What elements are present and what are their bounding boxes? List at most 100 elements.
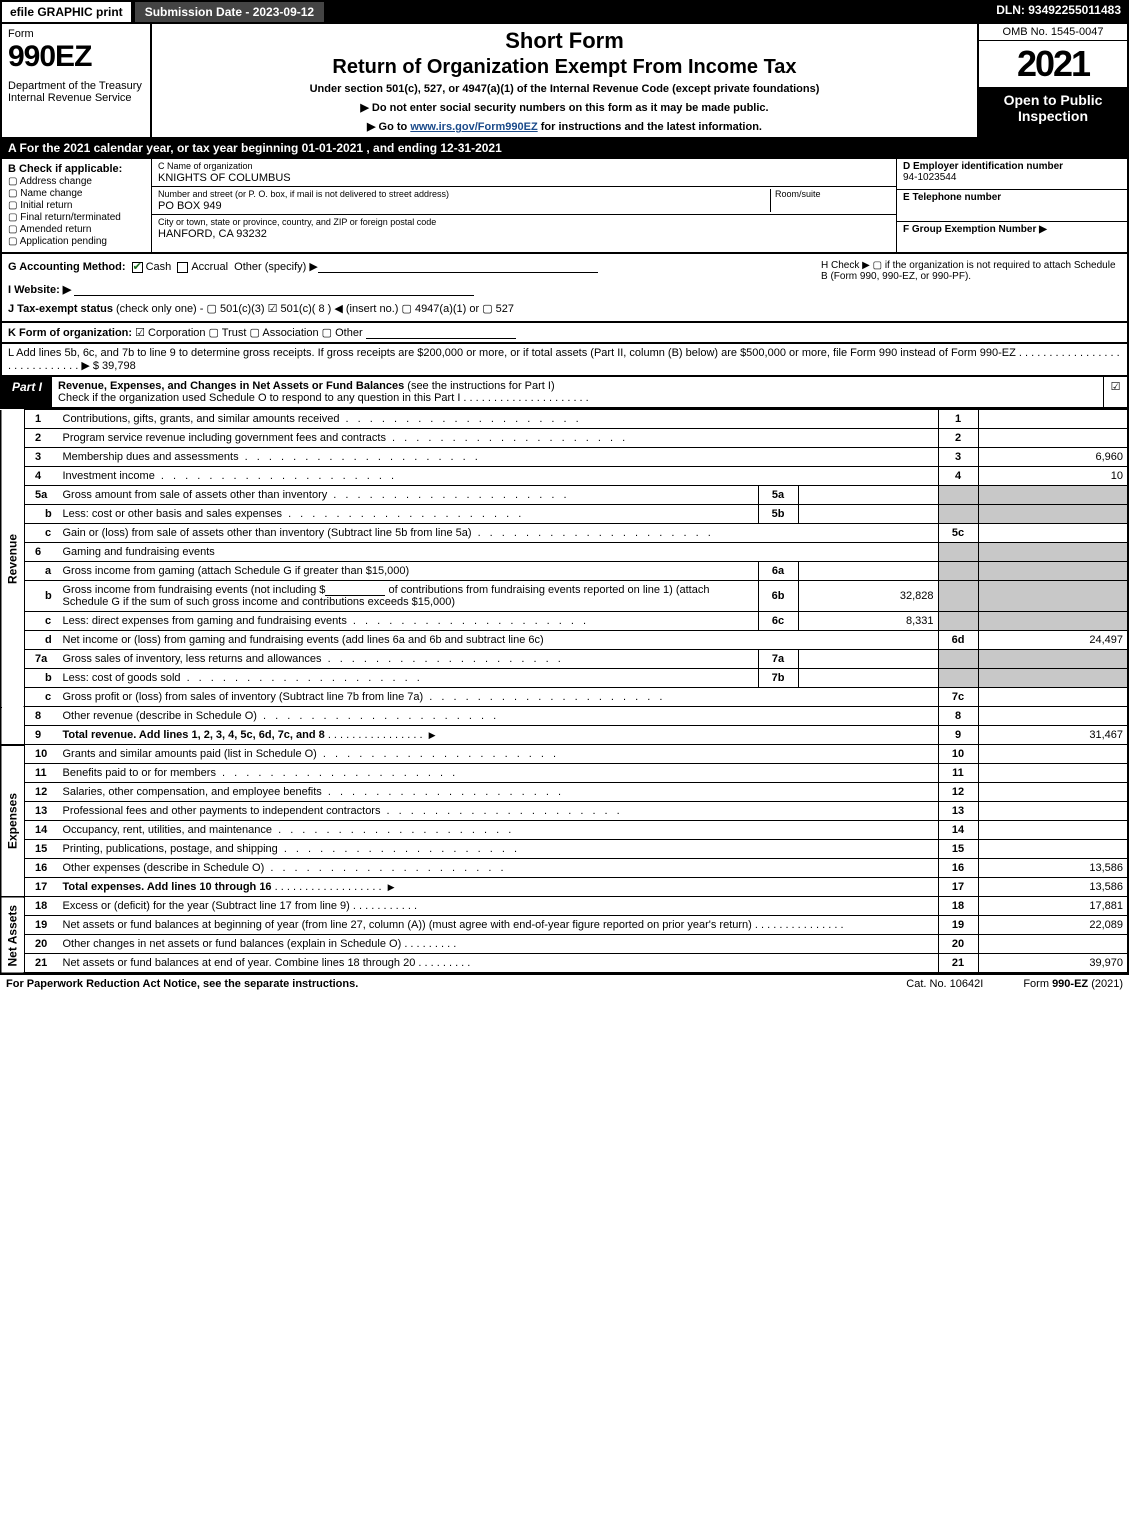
rval: 6,960 [978,448,1128,467]
table-row: d Net income or (loss) from gaming and f… [1,631,1128,650]
section-bcdef: B Check if applicable: ▢ Address change … [0,159,1129,254]
rval [978,840,1128,859]
label-amended-return: Amended return [20,224,92,235]
rnum-grey [938,486,978,505]
irs-link[interactable]: www.irs.gov/Form990EZ [410,121,537,133]
desc-text: Gross amount from sale of assets other t… [63,489,570,501]
desc: Other changes in net assets or fund bala… [59,935,939,954]
part-i-desc-bold: Revenue, Expenses, and Changes in Net As… [58,380,404,392]
lnum: 4 [25,467,59,486]
rval [978,764,1128,783]
chk-amended-return[interactable]: ▢ Amended return [8,224,145,235]
mini-val [798,505,938,524]
website-blank [74,284,474,296]
omb-number: OMB No. 1545-0047 [979,24,1127,41]
rval: 10 [978,467,1128,486]
table-row: Expenses 10 Grants and similar amounts p… [1,745,1128,764]
footer-right: Form 990-EZ (2021) [1023,978,1123,990]
arrow-icon [426,729,439,741]
table-row: 2 Program service revenue including gove… [1,429,1128,448]
desc: Professional fees and other payments to … [59,802,939,821]
mini-num: 7b [758,669,798,688]
section-subtitle: Under section 501(c), 527, or 4947(a)(1)… [158,83,971,95]
footer-cat-no: Cat. No. 10642I [866,978,1023,990]
rnum: 16 [938,859,978,878]
lnum: d [25,631,59,650]
rnum: 19 [938,916,978,935]
rnum: 14 [938,821,978,840]
b-head: B Check if applicable: [8,163,145,175]
rnum: 15 [938,840,978,859]
table-row: 20 Other changes in net assets or fund b… [1,935,1128,954]
footer-right-post: (2021) [1088,978,1123,990]
rval-grey [978,543,1128,562]
table-row: 6 Gaming and fundraising events [1,543,1128,562]
lnum: 20 [25,935,59,954]
header-right: OMB No. 1545-0047 2021 Open to Public In… [977,24,1127,137]
opt-cash: Cash [146,261,172,273]
table-row: c Less: direct expenses from gaming and … [1,612,1128,631]
desc: Gaming and fundraising events [59,543,939,562]
label-address-change: Address change [20,176,92,187]
part-i-desc: Revenue, Expenses, and Changes in Net As… [52,377,1103,407]
chk-initial-return[interactable]: ▢ Initial return [8,200,145,211]
part-i-desc-rest: (see the instructions for Part I) [404,380,554,392]
table-row: c Gross profit or (loss) from sales of i… [1,688,1128,707]
form-number: 990EZ [8,40,144,74]
arrow-icon [385,881,398,893]
rval: 22,089 [978,916,1128,935]
desc: Occupancy, rent, utilities, and maintena… [59,821,939,840]
desc: Membership dues and assessments [59,448,939,467]
sidelabel-revenue: Revenue [1,410,25,707]
lnum: 11 [25,764,59,783]
submission-date: Submission Date - 2023-09-12 [133,0,326,24]
rnum: 7c [938,688,978,707]
desc-text: Contributions, gifts, grants, and simila… [63,413,582,425]
rnum: 12 [938,783,978,802]
section-l: L Add lines 5b, 6c, and 7b to line 9 to … [0,344,1129,377]
table-row: 8 Other revenue (describe in Schedule O)… [1,707,1128,726]
chk-address-change[interactable]: ▢ Address change [8,176,145,187]
chk-cash[interactable] [132,262,143,273]
table-row: 11 Benefits paid to or for members 11 [1,764,1128,783]
desc-text: Total revenue. Add lines 1, 2, 3, 4, 5c,… [63,729,325,741]
c-name-label: C Name of organization [158,161,890,171]
rnum: 9 [938,726,978,745]
table-row: 19 Net assets or fund balances at beginn… [1,916,1128,935]
part-i-checkbox[interactable]: ☑ [1103,377,1127,407]
c-city-cell: City or town, state or province, country… [152,215,896,242]
desc-text: Benefits paid to or for members [63,767,459,779]
part-i-table: Revenue 1 Contributions, gifts, grants, … [0,409,1129,974]
column-c: C Name of organization KNIGHTS OF COLUMB… [152,159,897,252]
table-row: b Less: cost or other basis and sales ex… [1,505,1128,524]
c-city-value: HANFORD, CA 93232 [158,228,890,240]
chk-final-return[interactable]: ▢ Final return/terminated [8,212,145,223]
row-a-tax-year: A For the 2021 calendar year, or tax yea… [0,139,1129,159]
mini-val: 8,331 [798,612,938,631]
table-row: 9 Total revenue. Add lines 1, 2, 3, 4, 5… [1,726,1128,745]
part-i-header: Part I Revenue, Expenses, and Changes in… [0,377,1129,409]
rnum: 11 [938,764,978,783]
d-ein-value: 94-1023544 [903,172,1121,183]
e-phone-label: E Telephone number [903,192,1121,203]
k-options: ☑ Corporation ▢ Trust ▢ Association ▢ Ot… [135,327,363,339]
note-url: ▶ Go to www.irs.gov/Form990EZ for instru… [158,120,971,133]
short-form-title: Short Form [158,28,971,54]
part-i-tag: Part I [2,377,52,407]
rval-grey [978,486,1128,505]
rval: 17,881 [978,897,1128,916]
rval [978,429,1128,448]
lnum: 19 [25,916,59,935]
desc-text: Investment income [63,470,398,482]
desc-text: Less: cost of goods sold [63,672,423,684]
note-url-pre: ▶ Go to [367,121,410,133]
lnum: c [25,524,59,543]
header-left: Form 990EZ Department of the Treasury In… [2,24,152,137]
chk-accrual[interactable] [177,262,188,273]
desc-text: Occupancy, rent, utilities, and maintena… [63,824,515,836]
chk-application-pending[interactable]: ▢ Application pending [8,236,145,247]
chk-name-change[interactable]: ▢ Name change [8,188,145,199]
table-row: 14 Occupancy, rent, utilities, and maint… [1,821,1128,840]
table-row: 15 Printing, publications, postage, and … [1,840,1128,859]
rnum: 5c [938,524,978,543]
